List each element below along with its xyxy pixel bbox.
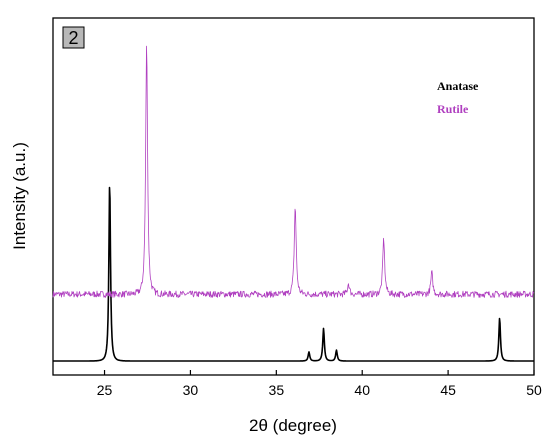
x-tick-label: 40 — [354, 382, 370, 398]
series-line-rutile — [52, 45, 535, 298]
x-axis-ticks: 25 30 35 40 45 50 — [97, 370, 542, 398]
plot-frame — [52, 17, 535, 376]
x-tick-label: 25 — [97, 382, 113, 398]
x-tick-label: 35 — [269, 382, 285, 398]
series-line-anatase — [52, 186, 535, 362]
panel-label-box: 2 — [62, 26, 85, 49]
legend-anatase: Anatase — [437, 79, 479, 93]
series-layer — [52, 45, 535, 362]
y-axis-label: Intensity (a.u.) — [10, 142, 29, 250]
x-tick-label: 45 — [440, 382, 456, 398]
legend-rutile: Rutile — [437, 102, 469, 116]
x-tick-label: 30 — [183, 382, 199, 398]
x-tick-label: 50 — [526, 382, 542, 398]
panel-label: 2 — [68, 28, 78, 48]
x-axis-label: 2θ (degree) — [249, 416, 337, 435]
